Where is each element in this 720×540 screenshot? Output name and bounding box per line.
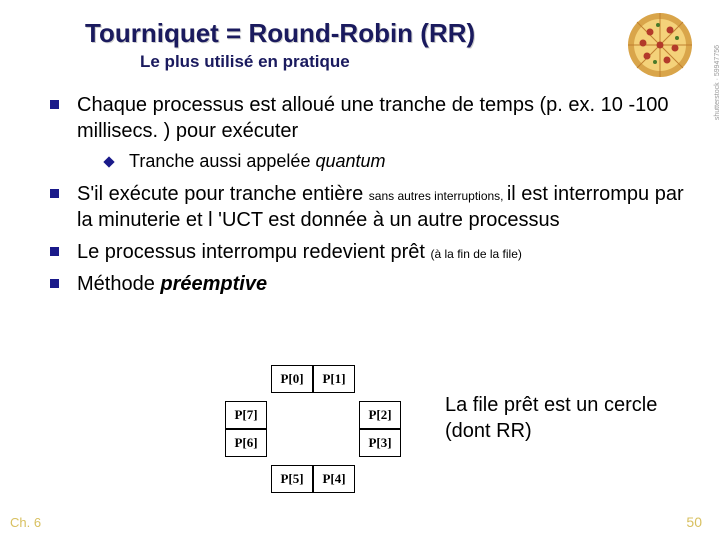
bullet-4-text: Méthode préemptive [77, 271, 690, 297]
process-cell: P[3] [359, 429, 401, 457]
slide-subtitle: Le plus utilisé en pratique [140, 52, 350, 72]
slide-title: Tourniquet = Round-Robin (RR) [85, 18, 475, 49]
bullet-4: Méthode préemptive [50, 271, 690, 297]
chapter-label: Ch. 6 [10, 515, 41, 530]
bullet-1-text: Chaque processus est alloué une tranche … [77, 92, 690, 144]
sub-bullet-1-text: Tranche aussi appelée quantum [129, 150, 690, 173]
watermark-text: shutterstock · 59947756 [714, 45, 720, 120]
bullet-diamond-icon [103, 156, 114, 167]
bullet-square-icon [50, 189, 59, 198]
bullet-2-text: S'il exécute pour tranche entière sans a… [77, 181, 690, 233]
bullet-square-icon [50, 100, 59, 109]
sub-bullet-1: Tranche aussi appelée quantum [105, 150, 690, 173]
process-cell: P[0] [271, 365, 313, 393]
process-cell: P[4] [313, 465, 355, 493]
bullet-square-icon [50, 279, 59, 288]
process-cell: P[1] [313, 365, 355, 393]
content-area: Chaque processus est alloué une tranche … [50, 92, 690, 303]
bullet-3-text: Le processus interrompu redevient prêt (… [77, 239, 690, 265]
bullet-2: S'il exécute pour tranche entière sans a… [50, 181, 690, 233]
pizza-icon [625, 10, 695, 80]
process-cell: P[2] [359, 401, 401, 429]
ring-caption: La file prêt est un cercle (dont RR) [445, 392, 685, 444]
process-cell: P[7] [225, 401, 267, 429]
process-cell: P[6] [225, 429, 267, 457]
bullet-3: Le processus interrompu redevient prêt (… [50, 239, 690, 265]
page-number: 50 [686, 514, 702, 530]
process-cell: P[5] [271, 465, 313, 493]
bullet-square-icon [50, 247, 59, 256]
process-ring: P[0]P[1]P[2]P[3]P[4]P[5]P[6]P[7] [215, 365, 405, 515]
bullet-1: Chaque processus est alloué une tranche … [50, 92, 690, 144]
